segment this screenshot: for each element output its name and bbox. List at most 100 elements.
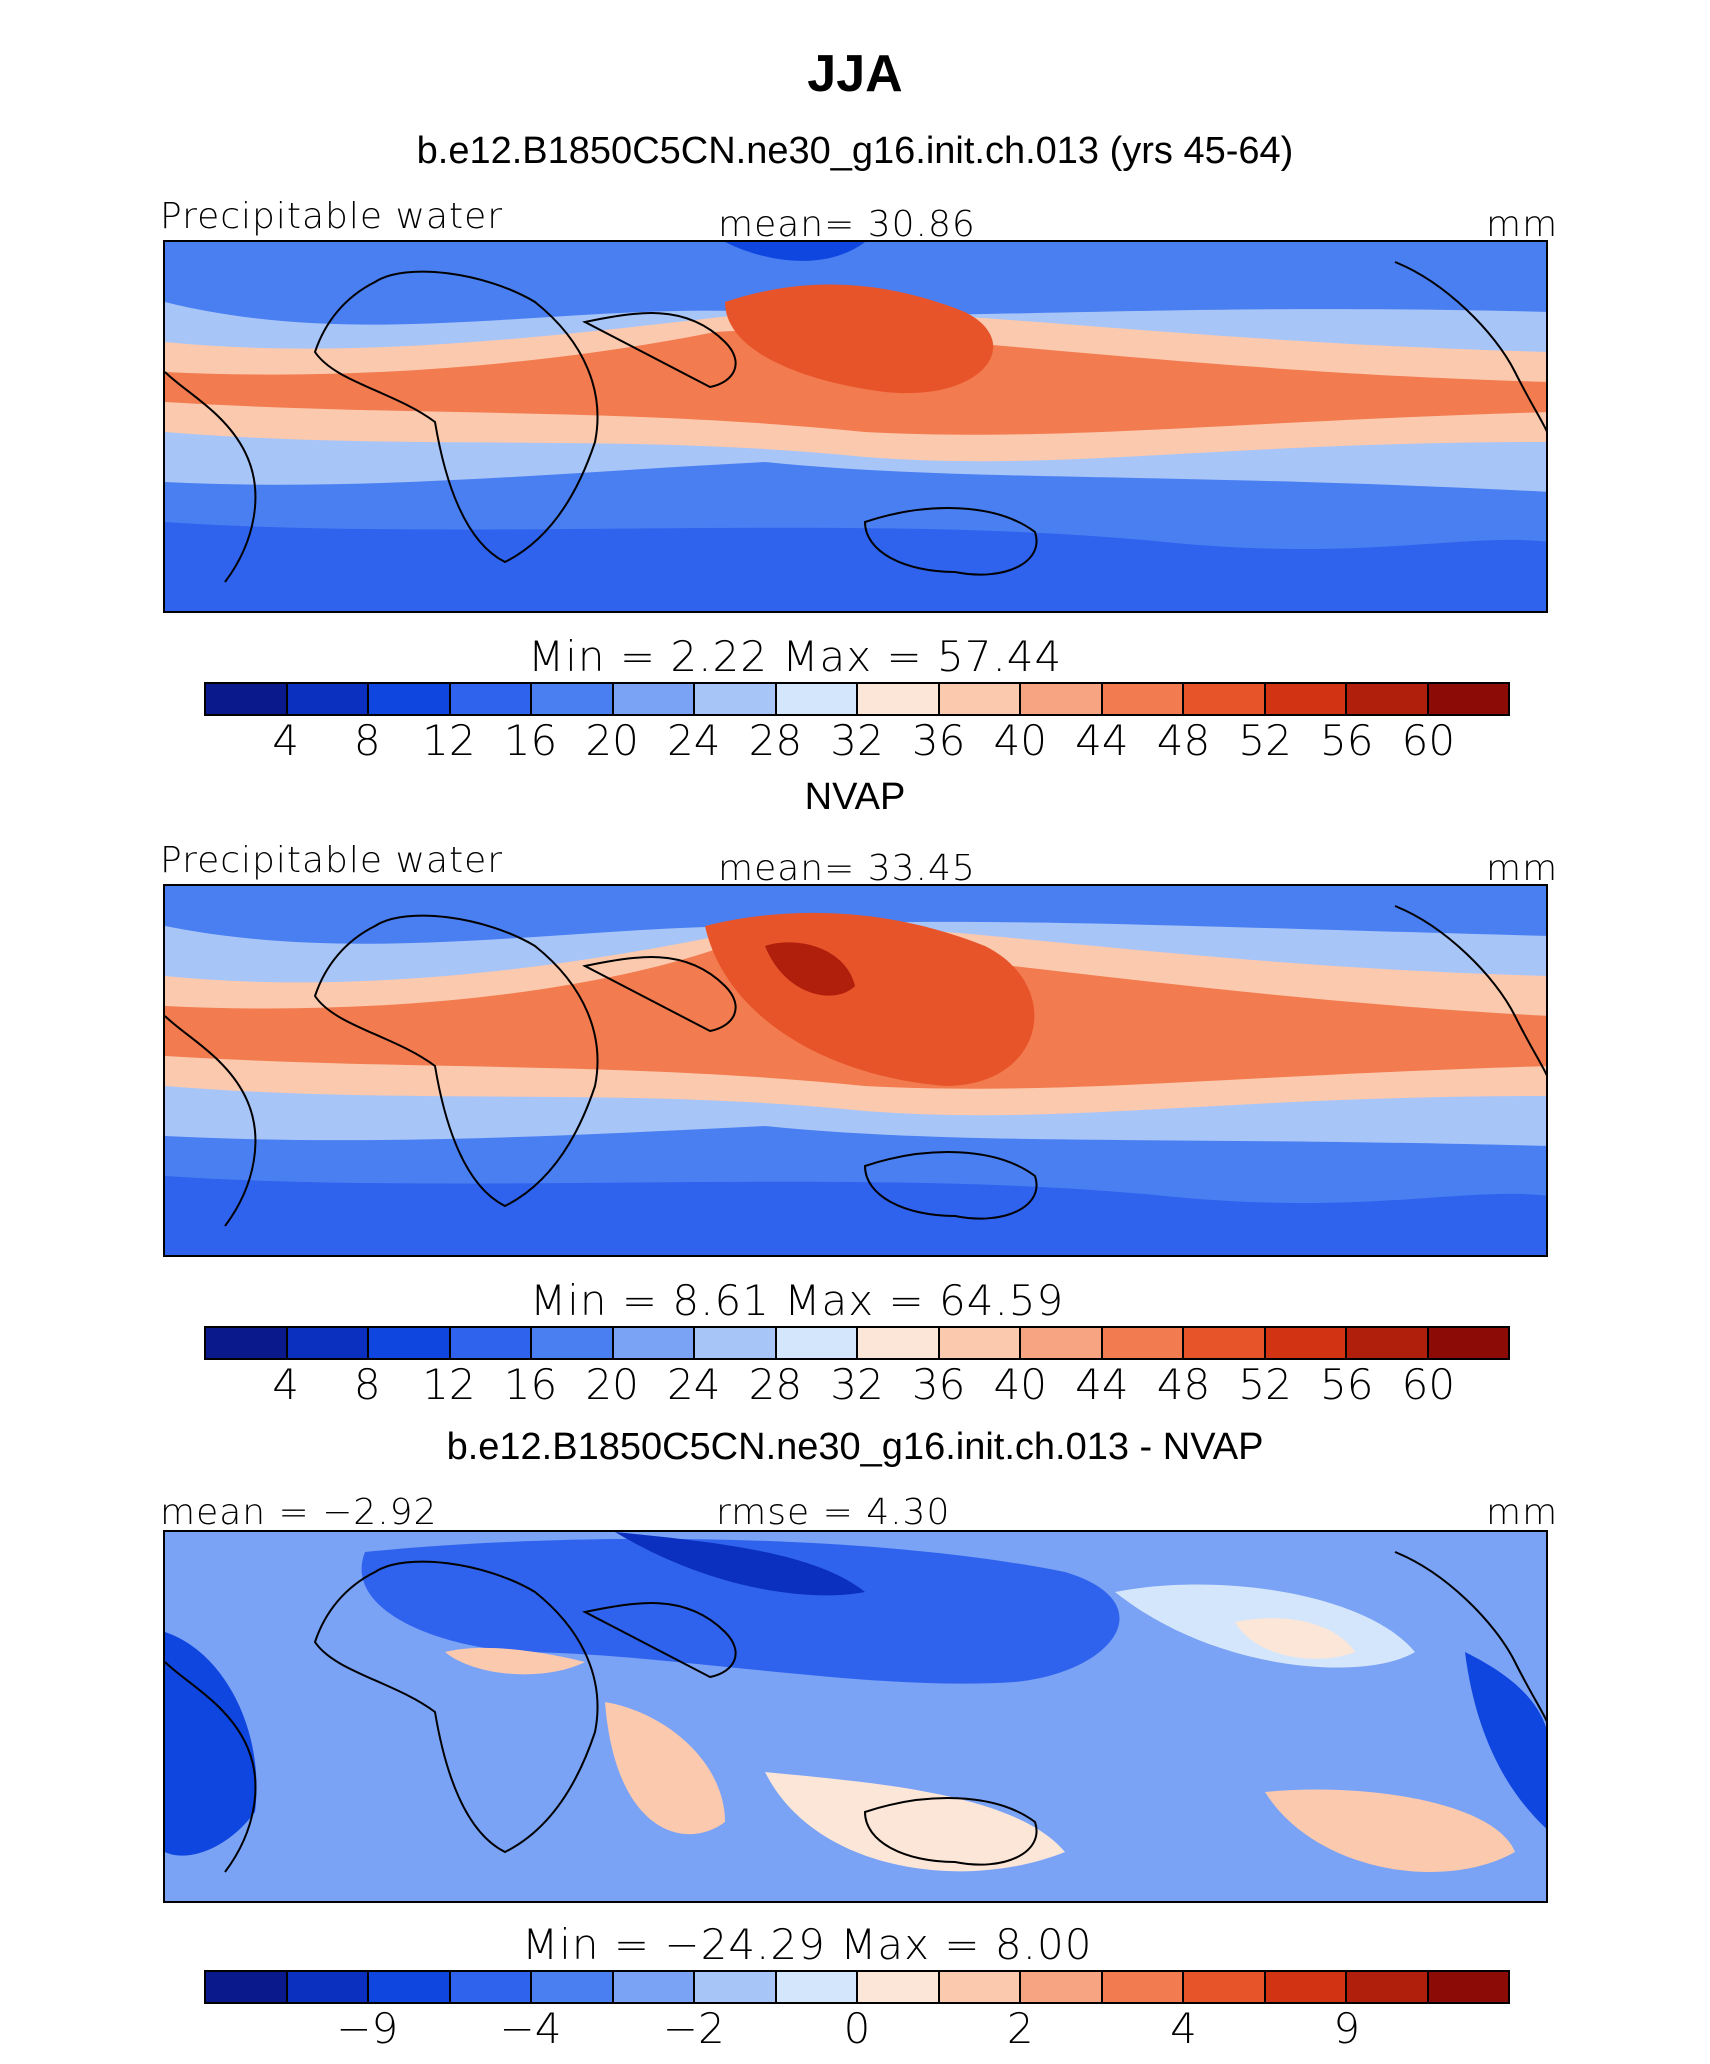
colorbar-tick-label: 16 bbox=[503, 1360, 558, 1409]
colorbar-swatch bbox=[1347, 1972, 1429, 2002]
colorbar-tick-label: 0 bbox=[843, 2004, 871, 2053]
panel-3-positive-pacific bbox=[1235, 1618, 1355, 1659]
panel-3-positive-south bbox=[765, 1772, 1065, 1872]
colorbar-swatch bbox=[613, 1328, 695, 1358]
colorbar-tick-label: 60 bbox=[1401, 1360, 1456, 1409]
colorbar-tick-label: 28 bbox=[748, 1360, 803, 1409]
panel-3-positive-se-pacific bbox=[1265, 1789, 1515, 1872]
figure-title: JJA bbox=[807, 45, 903, 103]
colorbar-swatch bbox=[1021, 684, 1103, 714]
panel-3-colorbar-ticks: −9 −4 −2 0 2 4 9 bbox=[204, 2004, 1510, 2054]
panel-3-colorbar bbox=[204, 1970, 1510, 2004]
colorbar-swatch bbox=[695, 1972, 777, 2002]
colorbar-tick-label: −2 bbox=[662, 2004, 725, 2053]
colorbar-swatch bbox=[1265, 1328, 1347, 1358]
colorbar-swatch bbox=[369, 1972, 451, 2002]
colorbar-tick-label: 20 bbox=[585, 716, 639, 765]
colorbar-tick-label: 4 bbox=[272, 1360, 299, 1409]
panel-2-contour-field bbox=[165, 886, 1546, 1255]
colorbar-swatch bbox=[695, 1328, 777, 1358]
colorbar-swatch bbox=[1265, 684, 1347, 714]
panel-3-positive-indian bbox=[605, 1702, 725, 1835]
colorbar-tick-label: 8 bbox=[353, 1360, 381, 1409]
panel-3-negative-east bbox=[1465, 1652, 1546, 1829]
panel-1-southern-dry bbox=[165, 522, 1546, 611]
panel-3-rmse-label: rmse = 4.30 bbox=[716, 1492, 951, 1533]
panel-3-negative-west bbox=[165, 1632, 257, 1856]
colorbar-tick-label: 4 bbox=[272, 716, 299, 765]
colorbar-tick-label: 16 bbox=[503, 716, 558, 765]
colorbar-tick-label: 60 bbox=[1401, 716, 1456, 765]
colorbar-swatch bbox=[858, 684, 940, 714]
colorbar-swatch bbox=[287, 1328, 369, 1358]
colorbar-tick-label: 28 bbox=[748, 716, 803, 765]
panel-2-units-label: mm bbox=[1486, 848, 1559, 889]
colorbar-tick-label: 32 bbox=[830, 716, 884, 765]
colorbar-swatch bbox=[1428, 1328, 1508, 1358]
colorbar-tick-label: 12 bbox=[422, 1360, 476, 1409]
colorbar-swatch bbox=[532, 1972, 614, 2002]
colorbar-swatch bbox=[776, 684, 858, 714]
colorbar-swatch bbox=[1021, 1328, 1103, 1358]
colorbar-swatch bbox=[939, 684, 1021, 714]
colorbar-tick-label: 8 bbox=[353, 716, 381, 765]
colorbar-swatch bbox=[369, 1328, 451, 1358]
colorbar-swatch bbox=[1347, 1328, 1429, 1358]
colorbar-swatch bbox=[287, 1972, 369, 2002]
colorbar-swatch bbox=[1102, 1972, 1184, 2002]
panel-2-southern-dry bbox=[165, 1176, 1546, 1255]
colorbar-swatch bbox=[695, 684, 777, 714]
panel-1-minmax: Min = 2.22 Max = 57.44 bbox=[528, 632, 1063, 681]
panel-1-asian-monsoon-max bbox=[725, 284, 994, 394]
colorbar-swatch bbox=[532, 684, 614, 714]
colorbar-tick-label: 52 bbox=[1238, 1360, 1292, 1409]
colorbar-swatch bbox=[858, 1328, 940, 1358]
colorbar-swatch bbox=[939, 1972, 1021, 2002]
colorbar-swatch bbox=[1102, 1328, 1184, 1358]
colorbar-swatch bbox=[287, 684, 369, 714]
colorbar-swatch bbox=[939, 1328, 1021, 1358]
colorbar-tick-label: 9 bbox=[1333, 2004, 1361, 2053]
colorbar-tick-label: 48 bbox=[1156, 716, 1211, 765]
panel-1-colorbar bbox=[204, 682, 1510, 716]
colorbar-tick-label: 44 bbox=[1075, 716, 1129, 765]
colorbar-tick-label: 36 bbox=[911, 716, 966, 765]
panel-3-contour-field bbox=[165, 1532, 1546, 1901]
panel-1-units-label: mm bbox=[1486, 204, 1559, 245]
colorbar-swatch bbox=[1184, 1972, 1266, 2002]
panel-1-colorbar-ticks: 4 8 12 16 20 24 28 32 36 40 44 48 52 56 60 bbox=[204, 716, 1510, 766]
panel-2-monsoon-core bbox=[765, 942, 855, 996]
colorbar-tick-label: 56 bbox=[1320, 1360, 1374, 1409]
colorbar-tick-label: 2 bbox=[1006, 2004, 1034, 2053]
colorbar-tick-label: 36 bbox=[911, 1360, 966, 1409]
colorbar-tick-label: 24 bbox=[667, 716, 721, 765]
colorbar-tick-label: −9 bbox=[336, 2004, 399, 2053]
colorbar-swatch bbox=[532, 1328, 614, 1358]
colorbar-tick-label: 40 bbox=[993, 1360, 1047, 1409]
colorbar-swatch bbox=[206, 1972, 288, 2002]
panel-2-minmax: Min = 8.61 Max = 64.59 bbox=[530, 1276, 1065, 1325]
colorbar-swatch bbox=[776, 1972, 858, 2002]
panel-2-variable-label: Precipitable water bbox=[160, 840, 504, 881]
colorbar-swatch bbox=[1428, 684, 1508, 714]
panel-3-sahel-positive bbox=[445, 1647, 585, 1675]
colorbar-swatch bbox=[858, 1972, 940, 2002]
panel-3-strong-negative bbox=[615, 1532, 865, 1596]
panel-3-negative-north bbox=[361, 1538, 1120, 1684]
panel-1-tibet-dry bbox=[725, 242, 865, 261]
panel-1-contour-field bbox=[165, 242, 1546, 611]
panel-2-colorbar-ticks: 4 8 12 16 20 24 28 32 36 40 44 48 52 56 60 bbox=[204, 1360, 1510, 1410]
colorbar-tick-label: 24 bbox=[667, 1360, 721, 1409]
colorbar-tick-label: 20 bbox=[585, 1360, 639, 1409]
colorbar-swatch bbox=[450, 684, 532, 714]
colorbar-swatch bbox=[1021, 1972, 1103, 2002]
colorbar-tick-label: −4 bbox=[499, 2004, 562, 2053]
panel-2-heading: NVAP bbox=[804, 776, 906, 818]
colorbar-tick-label: 44 bbox=[1075, 1360, 1129, 1409]
colorbar-swatch bbox=[1102, 684, 1184, 714]
panel-3-map bbox=[163, 1530, 1548, 1903]
colorbar-swatch bbox=[369, 684, 451, 714]
panel-2-map bbox=[163, 884, 1548, 1257]
colorbar-tick-label: 48 bbox=[1156, 1360, 1211, 1409]
colorbar-swatch bbox=[1428, 1972, 1508, 2002]
